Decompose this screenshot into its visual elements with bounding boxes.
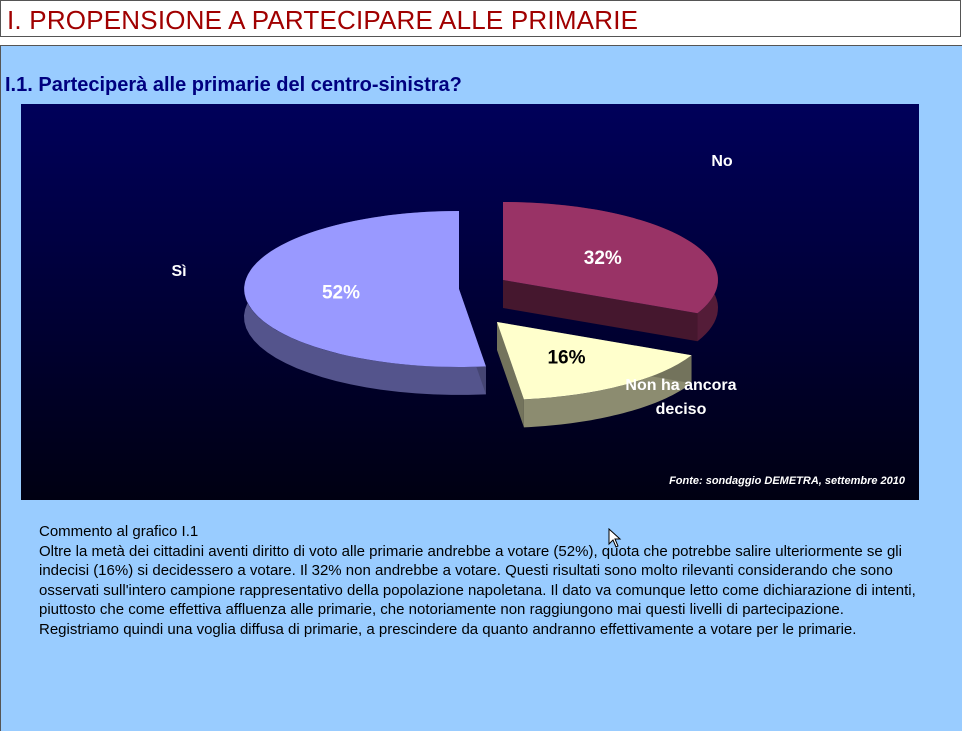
pie-slice-side	[523, 355, 692, 428]
pie-value-label: 16%	[547, 348, 585, 369]
chart-comment: Commento al grafico I.1 Oltre la metà de…	[39, 522, 919, 640]
pie-slice-top	[503, 202, 718, 314]
pie-chart-svg: 32% 52% 16% Sì No Non ha ancora deciso	[171, 153, 737, 428]
header-bar: I. PROPENSIONE A PARTECIPARE ALLE PRIMAR…	[0, 0, 961, 37]
pie-category-label: No	[711, 153, 733, 170]
pie-slice-1: 32%	[503, 202, 718, 342]
comment-body: Oltre la metà dei cittadini aventi dirit…	[39, 542, 916, 638]
content-panel: I.1. Parteciperà alle primarie del centr…	[0, 45, 962, 731]
pie-slice-2: 16%	[497, 322, 692, 428]
pie-slice-top	[244, 211, 486, 367]
pie-slice-face	[503, 280, 698, 342]
pie-category-label: Sì	[171, 263, 186, 280]
mouse-cursor-icon	[608, 528, 622, 548]
page-title: I. PROPENSIONE A PARTECIPARE ALLE PRIMAR…	[7, 5, 639, 35]
pie-slice-top	[497, 322, 692, 400]
section-subtitle: I.1. Parteciperà alle primarie del centr…	[5, 74, 462, 96]
comment-heading: Commento al grafico I.1	[39, 523, 199, 540]
pie-category-label: Non ha ancora deciso	[625, 377, 736, 418]
pie-value-label: 52%	[322, 283, 360, 304]
pie-slice-face	[497, 322, 524, 428]
pie-slice-0: 52%	[244, 211, 486, 395]
pie-value-label: 32%	[584, 248, 622, 269]
chart-source: Fonte: sondaggio DEMETRA, settembre 2010	[669, 475, 905, 487]
pie-chart: 32% 52% 16% Sì No Non ha ancora deciso Fonte: …	[21, 104, 919, 500]
